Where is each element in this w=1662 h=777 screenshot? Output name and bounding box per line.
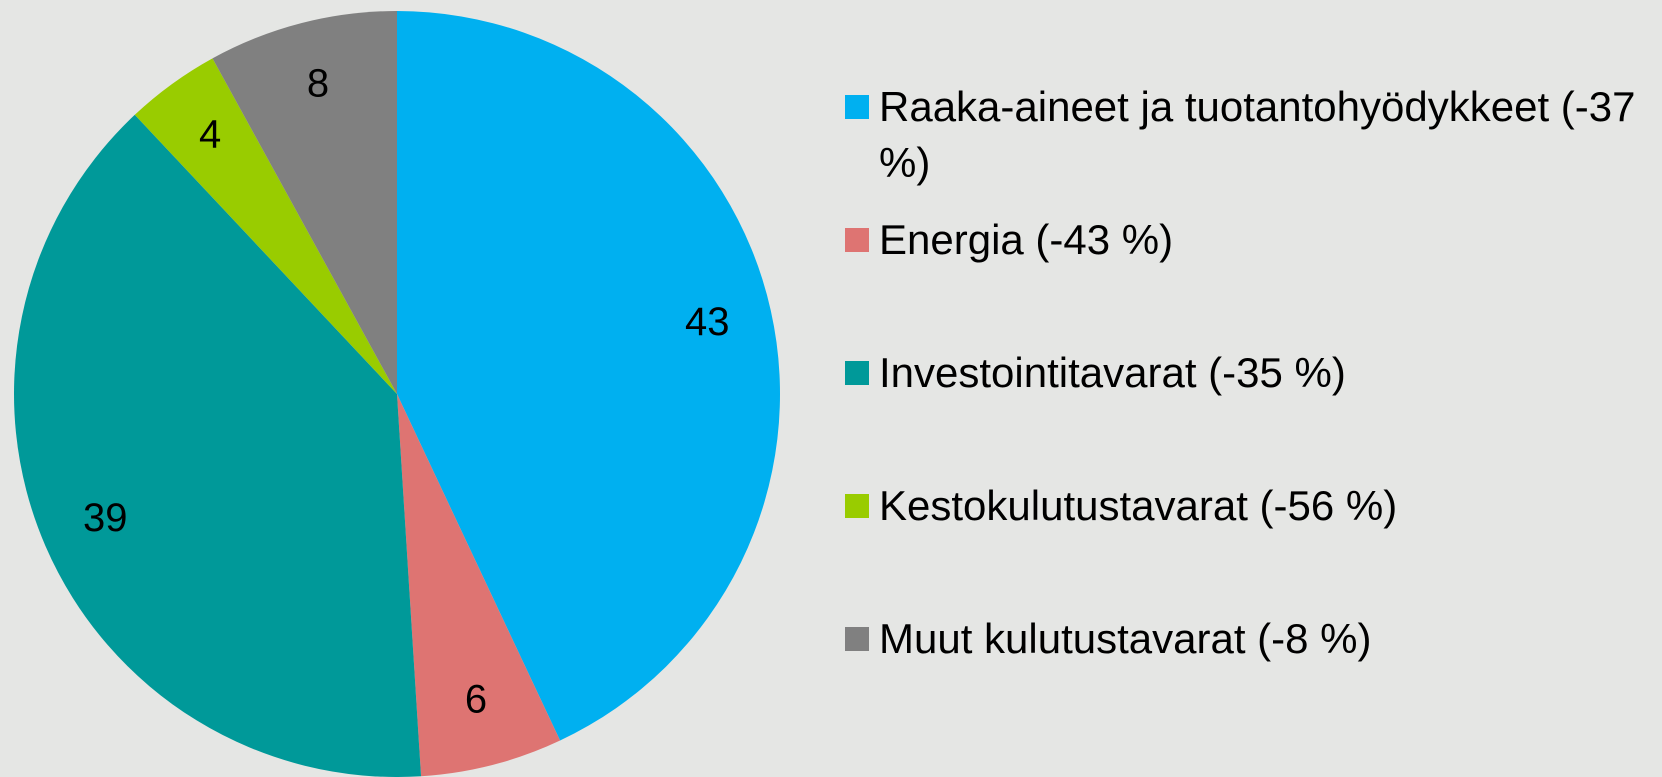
data-label: 43 bbox=[685, 300, 730, 344]
legend-swatch bbox=[845, 95, 869, 119]
legend-label: Muut kulutustavarat (-8 %) bbox=[879, 615, 1372, 662]
pie-slice bbox=[14, 114, 422, 777]
legend-label: Energia (-43 %) bbox=[879, 216, 1174, 263]
legend-item: Investointitavarat (-35 %) bbox=[845, 345, 1639, 401]
data-label: 8 bbox=[307, 62, 329, 106]
legend-swatch bbox=[845, 361, 869, 385]
data-label: 39 bbox=[83, 496, 128, 540]
legend-label: Investointitavarat (-35 %) bbox=[879, 349, 1346, 396]
legend-item: Kestokulutustavarat (-56 %) bbox=[845, 478, 1639, 534]
legend-item: Raaka-aineet ja tuotantohyödykkeet (-37 … bbox=[845, 79, 1639, 191]
pie-slice bbox=[134, 58, 397, 394]
pie-slice bbox=[397, 11, 780, 741]
legend-item: Energia (-43 %) bbox=[845, 212, 1639, 268]
legend-swatch bbox=[845, 627, 869, 651]
pie-slice bbox=[397, 394, 561, 777]
legend-label: Kestokulutustavarat (-56 %) bbox=[879, 482, 1398, 529]
data-label: 6 bbox=[465, 677, 487, 721]
chart: 43 6 39 4 8 bbox=[14, 11, 780, 777]
legend-label: Raaka-aineet ja tuotantohyödykkeet (-37 … bbox=[879, 83, 1636, 186]
pie-slice bbox=[212, 11, 397, 394]
data-label: 4 bbox=[199, 112, 221, 156]
legend-swatch bbox=[845, 228, 869, 252]
legend-item: Muut kulutustavarat (-8 %) bbox=[845, 611, 1639, 667]
legend-swatch bbox=[845, 494, 869, 518]
